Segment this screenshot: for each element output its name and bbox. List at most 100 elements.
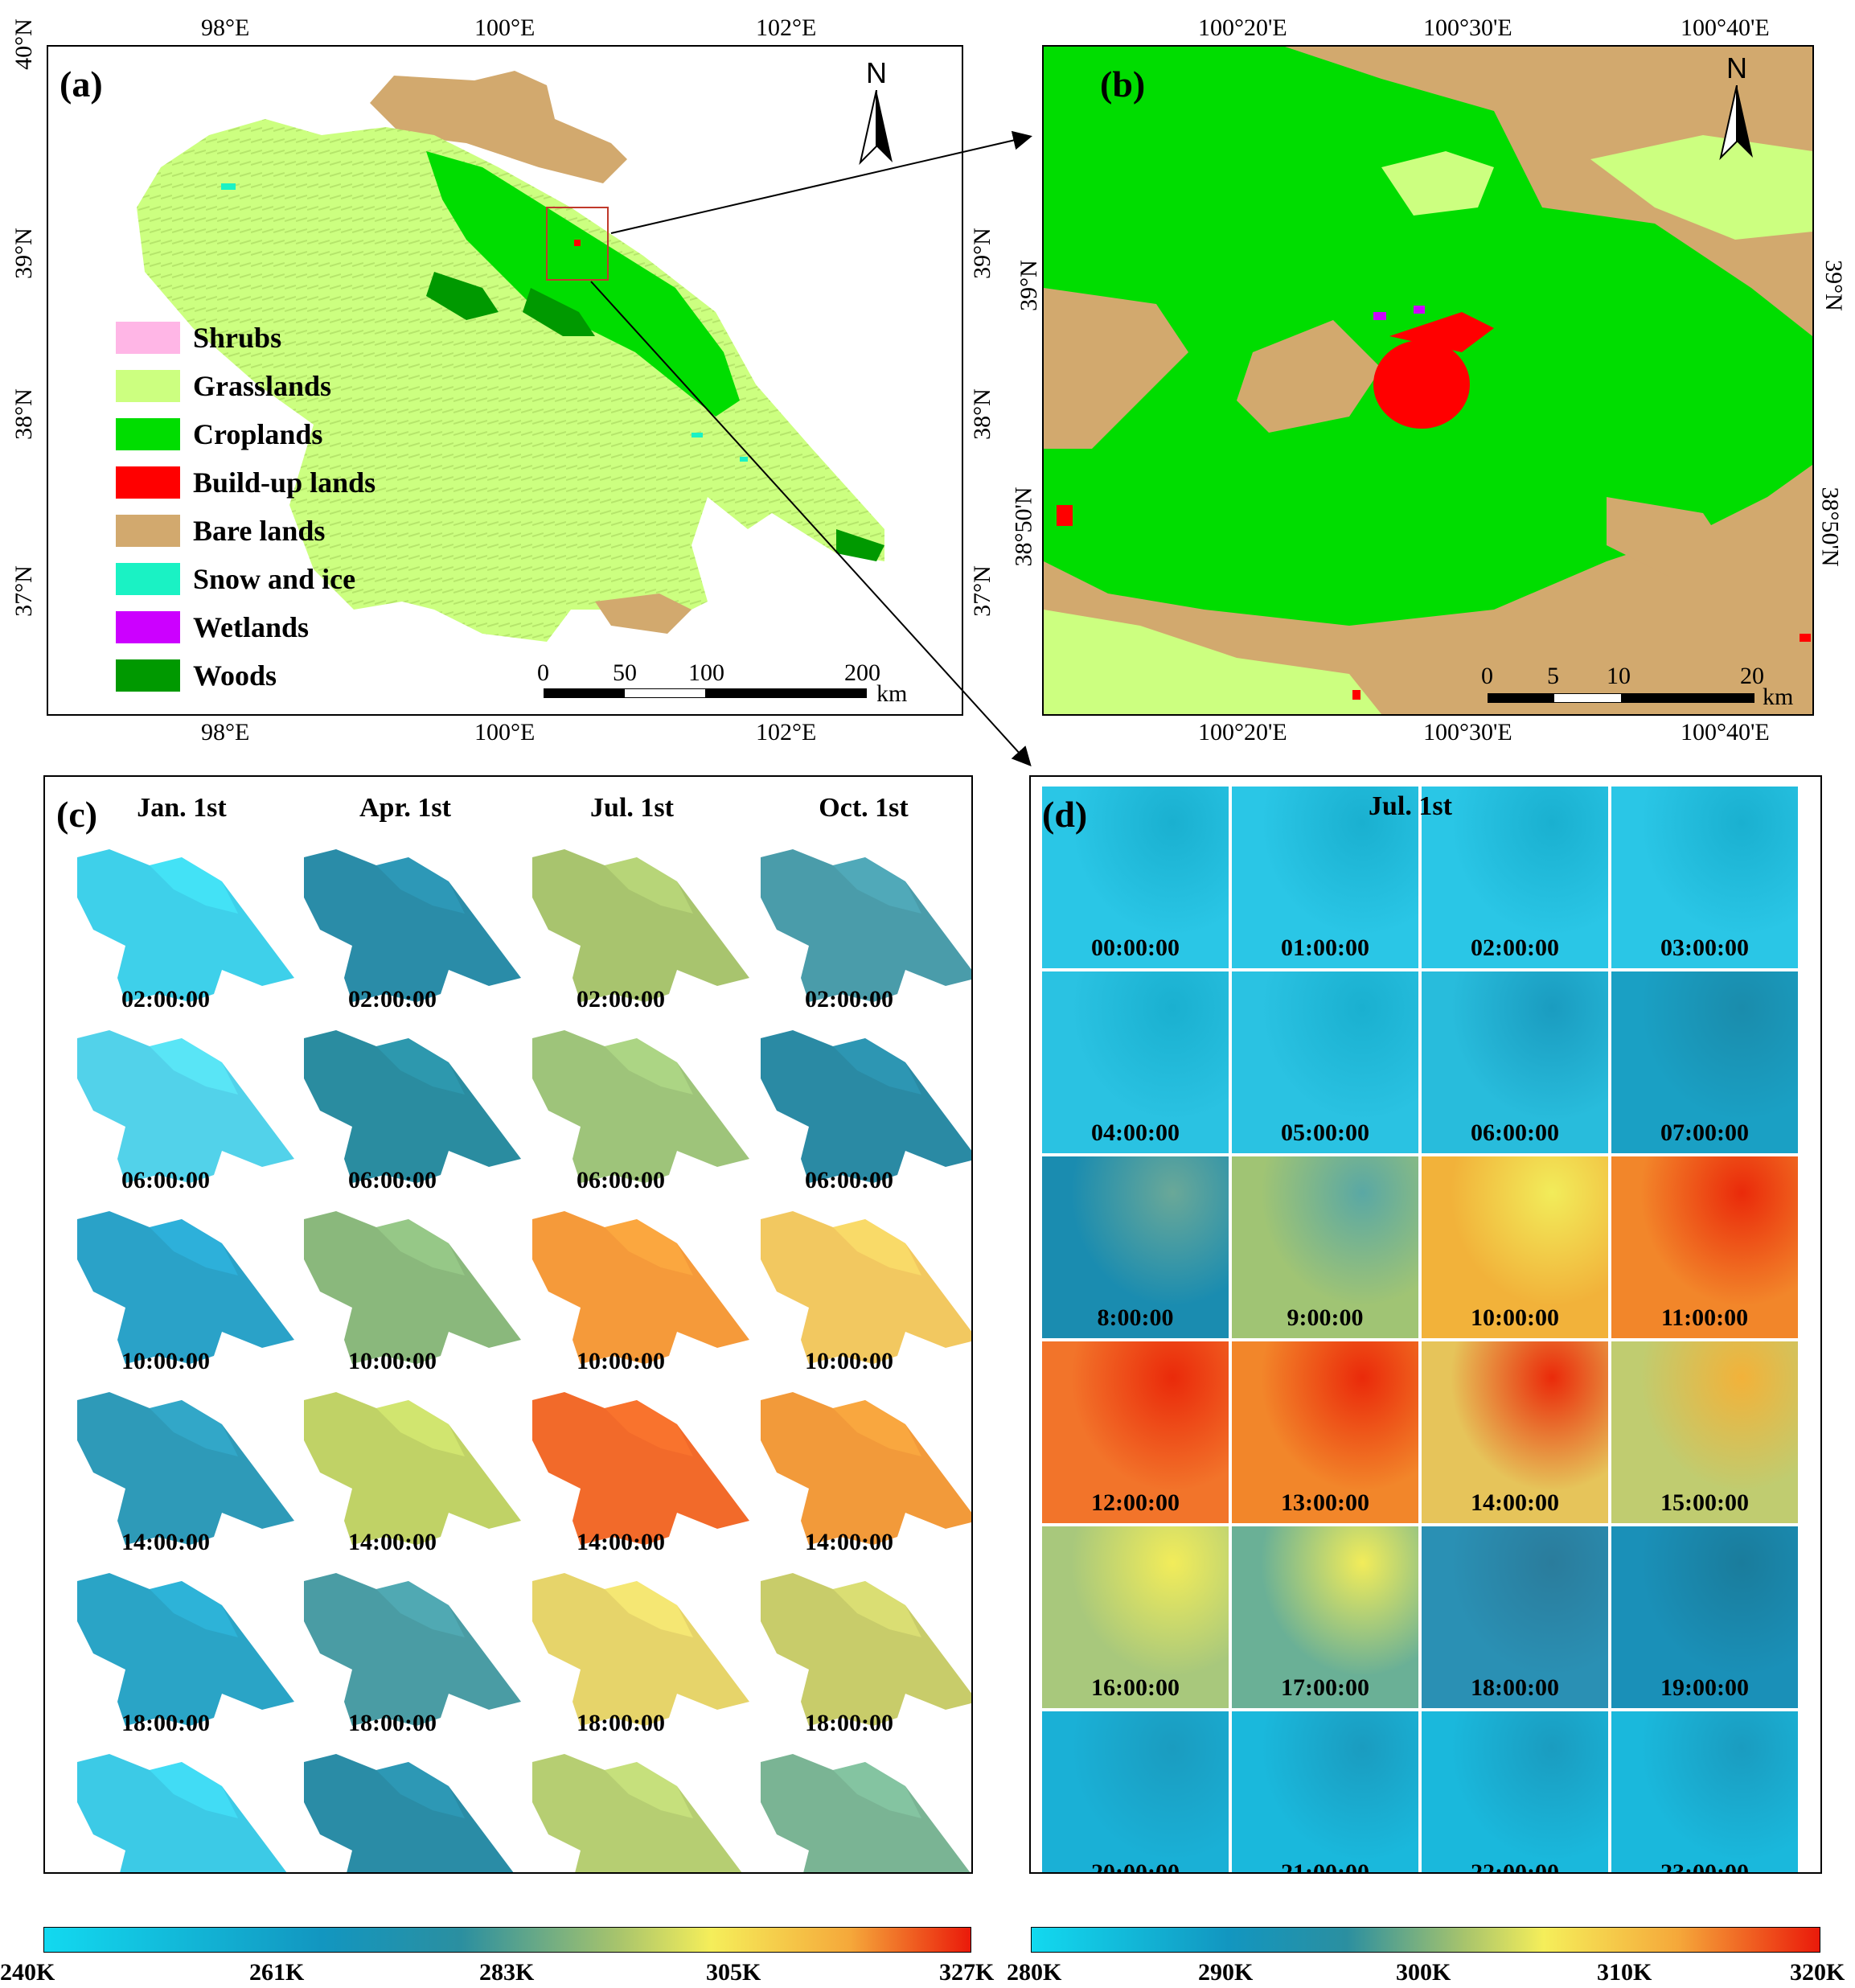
hourly-lst-tile: 00:00:00 [1042,787,1229,968]
hourly-lst-tile: 20:00:00 [1042,1711,1229,1874]
tile-time-label: 9:00:00 [1287,1304,1364,1331]
lst-region-map [532,1030,749,1183]
time-label: 02:00:00 [805,986,893,1012]
lst-region-map [77,1392,294,1545]
panel-b-label: (b) [1100,64,1146,105]
time-label: 10:00:00 [121,1348,210,1374]
tile-time-label: 12:00:00 [1091,1489,1180,1516]
lst-region-map [77,1754,287,1872]
hourly-lst-tile: 11:00:00 [1611,1156,1798,1338]
hourly-lst-tile: 13:00:00 [1232,1341,1418,1523]
lst-region-map [77,849,294,1002]
column-title: Oct. 1st [819,793,909,823]
time-label: 10:00:00 [577,1348,665,1374]
lst-region-map [761,1211,971,1364]
time-label: 06:00:00 [805,1167,893,1193]
tile-time-label: 02:00:00 [1471,934,1559,961]
tile-time-label: 03:00:00 [1660,934,1749,961]
legend-swatch [116,370,180,402]
tick-label: 39°N [1820,260,1847,311]
legend-swatch [116,322,180,354]
scale-label: 10 [1607,663,1631,689]
tile-time-label: 23:00:00 [1660,1859,1749,1874]
scale-unit: km [1763,684,1794,710]
colorbar-tick: 305K [706,1959,761,1986]
scale-label: 100 [688,659,724,686]
colorbar-tick: 320K [1790,1959,1845,1986]
legend-swatch [116,611,180,643]
hourly-lst-tile: 01:00:00 [1232,787,1418,968]
legend-item-wetlands: Wetlands [116,610,309,645]
north-arrow-b: N [1713,51,1761,164]
tile-time-label: 20:00:00 [1091,1859,1180,1874]
time-label: 06:00:00 [348,1167,437,1193]
legend-item-woods: Woods [116,658,277,693]
land-cover-map [137,71,884,642]
tile-time-label: 07:00:00 [1660,1119,1749,1146]
tick-label: 39°N [1015,260,1042,311]
colorbar-tick: 280K [1007,1959,1062,1986]
time-label: 14:00:00 [121,1529,210,1555]
legend-item-snow-and-ice: Snow and ice [116,561,355,597]
tick-label: 100°30'E [1423,719,1512,746]
tile-time-label: 10:00:00 [1471,1304,1559,1331]
hourly-lst-tile: 22:00:00 [1422,1711,1608,1872]
panel-b: (b) N 0 5 10 20 km [1042,45,1814,716]
time-label: 10:00:00 [805,1348,893,1374]
tick-label: 100°20'E [1198,719,1287,746]
time-label: 06:00:00 [577,1167,665,1193]
hourly-lst-tile: 14:00:00 [1422,1341,1608,1523]
tile-time-label: 16:00:00 [1091,1674,1180,1701]
hourly-lst-tile: 19:00:00 [1611,1526,1798,1708]
scale-label: 20 [1740,663,1764,689]
legend-swatch [116,659,180,692]
tile-time-label: 14:00:00 [1471,1489,1559,1516]
tick-label: 100°40'E [1681,719,1770,746]
tile-time-label: 18:00:00 [1471,1674,1559,1701]
legend-item-shrubs: Shrubs [116,320,281,355]
north-arrow-icon [859,89,893,166]
lst-region-map [77,1030,294,1183]
lst-region-map [761,1754,971,1872]
hourly-lst-tile: 8:00:00 [1042,1156,1229,1338]
legend-swatch [116,466,180,499]
lst-region-map [532,1573,749,1726]
colorbar-tick: 310K [1597,1959,1652,1986]
tick-label: 38°50'N [1816,487,1844,567]
colorbar-tick: 327K [939,1959,995,1986]
lst-region-map [304,1030,521,1183]
north-label-a: N [866,56,887,89]
legend-item-build-up-lands: Build-up lands [116,465,376,500]
panel-c-label: (c) [56,794,98,835]
time-label: 06:00:00 [121,1167,210,1193]
tile-time-label: 17:00:00 [1281,1674,1369,1701]
lst-region-map [761,1392,971,1545]
scale-label: 5 [1547,663,1559,689]
time-label: 14:00:00 [348,1529,437,1555]
lst-region-map [761,849,971,1002]
hourly-lst-tile: 06:00:00 [1422,971,1608,1153]
hourly-lst-tile: 16:00:00 [1042,1526,1229,1708]
colorbar-tick: 300K [1396,1959,1451,1986]
scale-label: 0 [1481,663,1493,689]
tile-time-label: 01:00:00 [1281,934,1369,961]
scale-label: 0 [537,659,549,686]
tile-time-label: 06:00:00 [1471,1119,1559,1146]
hourly-lst-tile: 17:00:00 [1232,1526,1418,1708]
time-label: 02:00:00 [121,986,210,1012]
colorbar-tick: 261K [249,1959,305,1986]
panel-c: (c) Jan. 1st Apr. 1st Jul. 1st Oct. 1st … [43,775,973,1874]
hourly-lst-tile: 10:00:00 [1422,1156,1608,1338]
colorbar-tick: 290K [1198,1959,1254,1986]
time-label: 18:00:00 [121,1710,210,1736]
lst-region-map [532,849,749,1002]
scale-bar-a [544,688,867,698]
scale-unit: km [876,680,908,707]
scale-bar-b [1488,693,1754,703]
land-cover-detail-map [1044,47,1812,714]
tile-time-label: 21:00:00 [1281,1859,1369,1874]
tile-time-label: 13:00:00 [1281,1489,1369,1516]
tick-label: 100°40'E [1681,14,1770,41]
time-label: 14:00:00 [577,1529,665,1555]
legend-item-croplands: Croplands [116,417,322,452]
